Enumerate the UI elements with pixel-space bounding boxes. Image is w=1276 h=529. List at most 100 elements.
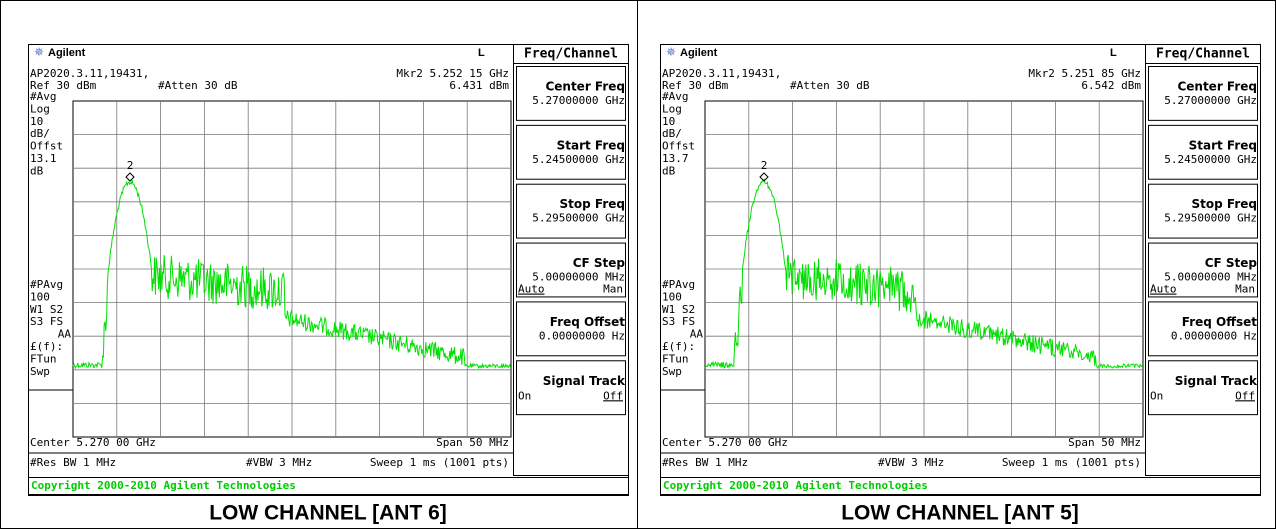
caption: LOW CHANNEL [ANT 6]	[209, 502, 447, 525]
logo-star: ✵	[34, 45, 44, 59]
menu-key-label: Center Freq	[1177, 80, 1257, 94]
menu-key[interactable]	[1148, 242, 1258, 298]
attenuation: #Atten 30 dB	[790, 79, 870, 92]
left-label: 10	[30, 115, 43, 128]
copyright-bar	[28, 477, 629, 495]
vbw: #VBW 3 MHz	[246, 456, 312, 469]
left-label: FTun	[662, 352, 689, 365]
analyzer-panel: ✵ Agilent L AP2020.3.11,19431, Mkr2 5.251 85…	[660, 44, 1261, 525]
left-label: £(f):	[662, 340, 695, 353]
menu-key[interactable]	[516, 242, 626, 298]
logo-star: ✵	[666, 45, 676, 59]
menu-key-value: 5.00000000 MHz	[1164, 271, 1257, 284]
menu-key-option: On	[518, 389, 531, 402]
center-freq: Center 5.270 00 GHz	[30, 436, 156, 449]
menu-key-option: Man	[603, 283, 623, 296]
left-label: AA	[690, 328, 704, 341]
brand: Agilent	[48, 47, 86, 59]
span: Span 50 MHz	[436, 436, 509, 449]
menu-key-option: On	[1150, 389, 1163, 402]
menu-key-label: Stop Freq	[1192, 197, 1257, 211]
left-label: dB/	[662, 127, 682, 140]
ref-level: Ref 30 dBm	[30, 79, 97, 92]
menu-key-option: Off	[1235, 389, 1255, 402]
left-label: Swp	[30, 365, 50, 378]
menu-key-value: 5.29500000 GHz	[532, 212, 625, 225]
menu-key-label: Start Freq	[557, 138, 625, 152]
sweep: Sweep 1 ms (1001 pts)	[370, 456, 509, 469]
menu-frame	[513, 44, 629, 476]
menu-frame	[1145, 44, 1261, 476]
menu-key-value: 5.00000000 MHz	[532, 271, 625, 284]
span: Span 50 MHz	[1068, 436, 1141, 449]
menu-key[interactable]	[516, 66, 626, 121]
menu-key-value: 5.29500000 GHz	[1164, 212, 1257, 225]
instrument-id: AP2020.3.11,19431,	[30, 67, 149, 80]
copyright: Copyright 2000-2010 Agilent Technologies	[663, 479, 928, 492]
menu-key-option: Man	[1235, 283, 1255, 296]
trace	[704, 178, 1144, 370]
left-label: W1 S2	[662, 303, 695, 316]
left-label: Offst	[30, 140, 63, 153]
copyright-bar	[660, 477, 1261, 495]
marker-level: 6.431 dBm	[449, 79, 509, 92]
left-label: #PAvg	[30, 278, 63, 291]
left-label: S3 FS	[30, 315, 63, 328]
menu-key-value: 5.24500000 GHz	[532, 153, 625, 166]
copyright: Copyright 2000-2010 Agilent Technologies	[31, 479, 296, 492]
left-label: 10	[662, 115, 675, 128]
left-label: S3 FS	[662, 315, 695, 328]
menu-key-label: Freq Offset	[550, 315, 625, 329]
left-label: Log	[662, 102, 682, 115]
left-label: FTun	[30, 352, 57, 365]
menu-key-option: Auto	[518, 283, 545, 296]
left-label: 13.1	[30, 152, 57, 165]
rbw: #Res BW 1 MHz	[662, 456, 748, 469]
attenuation: #Atten 30 dB	[158, 79, 238, 92]
left-label: Log	[30, 102, 50, 115]
left-label: Swp	[662, 365, 682, 378]
left-label: dB/	[30, 127, 50, 140]
menu-key[interactable]	[1148, 183, 1258, 239]
marker-readout: Mkr2 5.251 85 GHz	[1028, 67, 1141, 80]
menu-key-label: Freq Offset	[1182, 315, 1257, 329]
menu-key-label: Signal Track	[543, 374, 626, 388]
menu-key-value: 5.27000000 GHz	[532, 94, 625, 107]
marker-number: 2	[127, 159, 134, 172]
center-freq: Center 5.270 00 GHz	[662, 436, 788, 449]
marker-diamond	[125, 172, 135, 182]
menu-key[interactable]	[516, 124, 626, 180]
left-label: #Avg	[30, 90, 57, 103]
menu-key[interactable]	[516, 360, 626, 416]
menu-key[interactable]	[516, 301, 626, 357]
left-label: £(f):	[30, 340, 63, 353]
analyzer-panel: ✵ Agilent L AP2020.3.11,19431, Mkr2 5.252 15…	[28, 44, 629, 525]
menu-key-label: Stop Freq	[560, 197, 625, 211]
menu-key[interactable]	[1148, 124, 1258, 180]
left-label: dB	[662, 164, 676, 177]
left-label: dB	[30, 164, 44, 177]
menu-key[interactable]	[1148, 360, 1258, 416]
trace	[72, 179, 512, 370]
menu-key-label: Signal Track	[1175, 374, 1258, 388]
menu-key-option: Auto	[1150, 283, 1177, 296]
brand: Agilent	[680, 47, 718, 59]
marker-number: 2	[761, 159, 768, 172]
ref-level: Ref 30 dBm	[662, 79, 729, 92]
menu-key[interactable]	[1148, 301, 1258, 357]
menu-key-label: Start Freq	[1189, 138, 1257, 152]
menu-key-value: 5.27000000 GHz	[1164, 94, 1257, 107]
left-label: Offst	[662, 140, 695, 153]
mode: L	[478, 47, 485, 59]
sweep: Sweep 1 ms (1001 pts)	[1002, 456, 1141, 469]
left-label: W1 S2	[30, 303, 63, 316]
marker-diamond	[759, 172, 769, 182]
menu-key-label: Center Freq	[545, 80, 625, 94]
menu-key[interactable]	[516, 183, 626, 239]
caption: LOW CHANNEL [ANT 5]	[841, 502, 1079, 525]
mode: L	[1110, 47, 1117, 59]
left-label: 100	[662, 290, 682, 303]
marker-readout: Mkr2 5.252 15 GHz	[396, 67, 509, 80]
menu-key[interactable]	[1148, 66, 1258, 121]
